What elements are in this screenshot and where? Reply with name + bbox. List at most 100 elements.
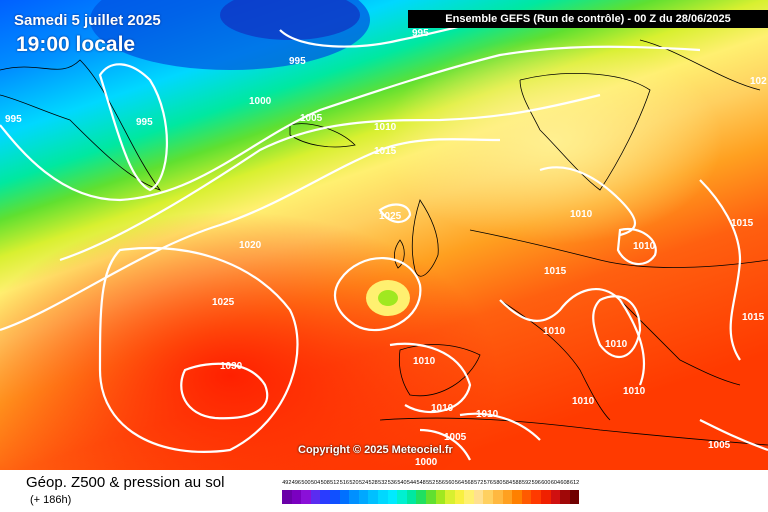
isobars [0,13,768,461]
scale-swatch [310,490,321,504]
scale-swatch [320,490,330,504]
forecast-date: Samedi 5 juillet 2025 [14,12,161,29]
scale-swatch [397,490,407,504]
scale-swatch [464,490,474,504]
scale-label: 528 [368,480,378,486]
scale-swatch [358,490,369,504]
isobar-label: 995 [136,117,153,128]
isobar-label: 995 [412,28,429,39]
scale-swatch [435,490,446,504]
isobar-label: 1000 [249,96,272,107]
isobar-label: 1010 [374,122,397,133]
scale-label: 600 [541,480,551,486]
color-scale-labels: 492 496 500 504 508 512 516 520 524 528 532 536 540 5… [282,480,579,486]
scale-label: 548 [416,480,426,486]
scale-label: 524 [358,480,369,486]
scale-label: 552 [426,480,436,486]
scale-swatch [531,490,542,504]
isobar-label: 1010 [605,339,628,350]
scale-swatch [339,490,350,504]
isobar-label: 1015 [374,146,397,157]
scale-swatch [541,490,551,504]
scale-swatch [483,490,494,504]
isobar-label: 1005 [300,113,323,124]
map-canvas: 995 995 995 995 1000 1005 1010 1015 1025… [0,0,768,470]
scale-label: 584 [502,480,513,486]
scale-label: 596 [531,480,541,486]
scale-swatch [329,490,340,504]
scale-swatch [502,490,513,504]
isobar-label: 1000 [415,457,438,468]
scale-label: 532 [378,480,388,486]
scale-swatch [416,490,426,504]
isobar-label: 1020 [239,240,262,251]
map-title: Géop. Z500 & pression au sol [26,474,225,491]
scale-label: 568 [464,480,474,486]
isobar-label: 1005 [708,440,731,451]
scale-swatch [454,490,465,504]
scale-swatch [282,490,292,504]
scale-label: 604 [550,480,561,486]
scale-label: 588 [512,480,522,486]
isobar-label: 1010 [623,386,646,397]
scale-label: 500 [301,480,311,486]
scale-swatch [387,490,398,504]
scale-swatch [425,490,436,504]
coastlines [0,39,768,446]
isobar-label: 102 [750,76,767,87]
color-scale [282,490,580,504]
scale-label: 496 [291,480,301,486]
scale-label: 580 [493,480,503,486]
scale-swatch [550,490,561,504]
scale-swatch [512,490,522,504]
scale-label: 504 [310,480,321,486]
scale-swatch [377,490,388,504]
isobar-label: 1010 [431,403,454,414]
isobar-label: 1015 [544,266,567,277]
isobar-label: 1030 [220,361,243,372]
isobar-label: 1010 [413,356,436,367]
isobar-label: 1010 [572,396,595,407]
isobar-label: 1010 [476,409,499,420]
scale-label: 520 [349,480,359,486]
scale-swatch [291,490,302,504]
scale-label: 508 [320,480,330,486]
scale-label: 576 [483,480,493,486]
legend-footer: Géop. Z500 & pression au sol (+ 186h) 49… [0,470,768,512]
scale-swatch [406,490,417,504]
scale-label: 612 [570,480,580,486]
scale-swatch [301,490,311,504]
isobar-label: 1010 [570,209,593,220]
isobar-label: 1015 [731,218,754,229]
scale-label: 564 [454,480,465,486]
isobar-label: 1025 [212,297,235,308]
scale-swatch [560,490,570,504]
isobar-labels: 995 995 995 995 1000 1005 1010 1015 1025… [5,28,767,468]
scale-label: 512 [330,480,340,486]
forecast-time: 19:00 locale [16,33,136,56]
isobar-label: 1025 [379,211,402,222]
scale-label: 592 [522,480,532,486]
scale-swatch [445,490,455,504]
forecast-map: 995 995 995 995 1000 1005 1010 1015 1025… [0,0,768,470]
isobar-label: 1015 [742,312,765,323]
scale-swatch [368,490,378,504]
scale-swatch [473,490,484,504]
isobar-label: 995 [289,56,306,67]
scale-label: 608 [560,480,570,486]
scale-label: 544 [406,480,417,486]
scale-label: 540 [397,480,407,486]
scale-label: 516 [339,480,349,486]
copyright-notice: Copyright © 2025 Meteociel.fr [298,444,453,456]
scale-label: 492 [282,480,292,486]
model-run-header: Ensemble GEFS (Run de contrôle) - 00 Z d… [408,10,768,28]
scale-label: 560 [445,480,455,486]
scale-swatch [349,490,359,504]
isobar-label: 995 [5,114,22,125]
scale-swatch [569,490,580,504]
forecast-lead-time: (+ 186h) [30,494,72,506]
isobar-label: 1010 [543,326,566,337]
scale-label: 572 [474,480,484,486]
scale-label: 536 [387,480,397,486]
scale-swatch [521,490,532,504]
